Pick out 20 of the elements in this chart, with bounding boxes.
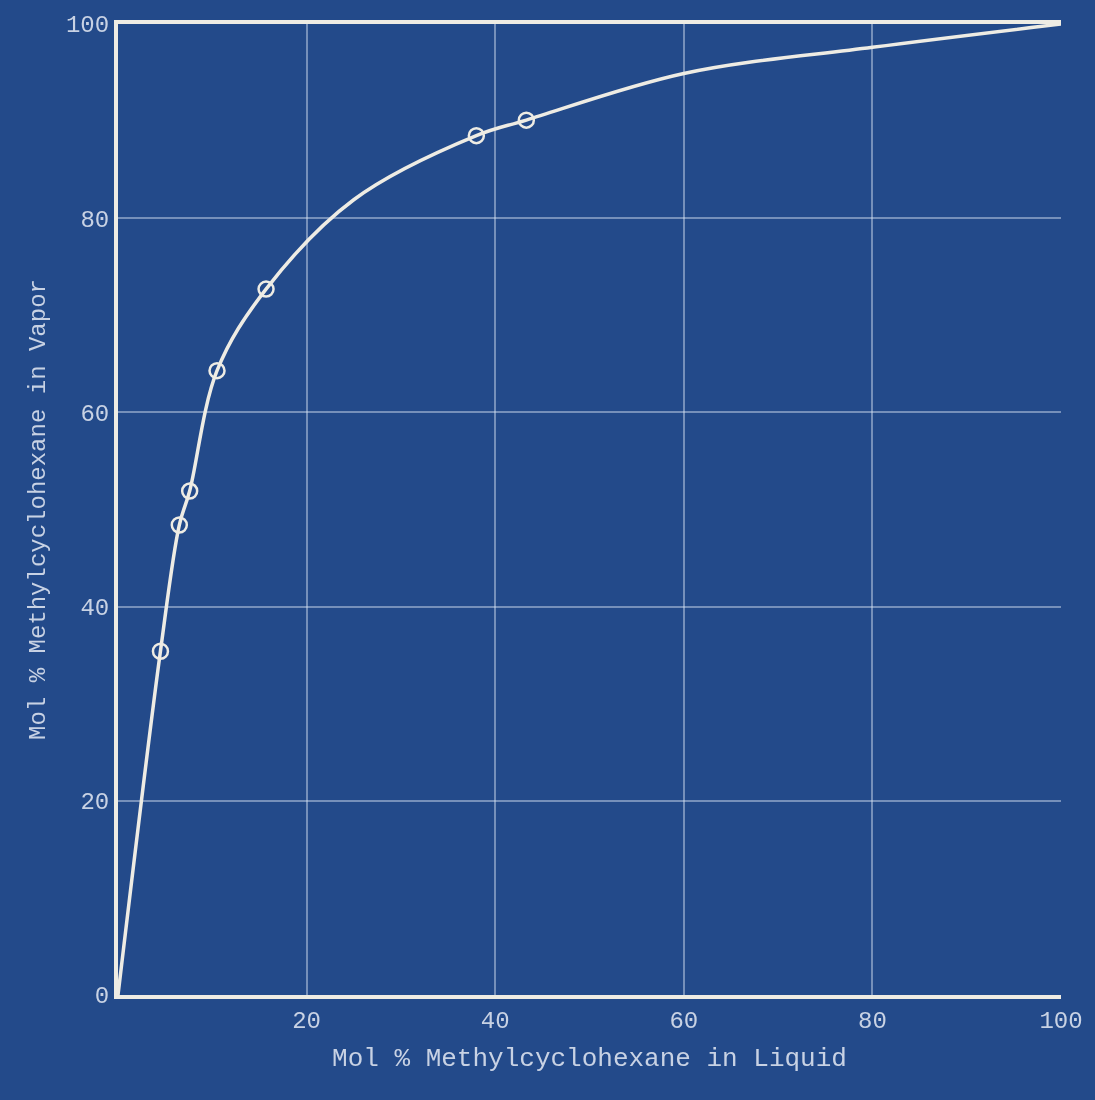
point xyxy=(151,642,170,661)
point xyxy=(208,361,226,380)
y-tick-label: 40 xyxy=(80,595,110,622)
point xyxy=(257,280,275,298)
point xyxy=(517,111,536,129)
x-tick-label: 40 xyxy=(480,1007,510,1035)
x-tick-label: 80 xyxy=(857,1007,887,1035)
y-axis-title: Mol % Methylcyclohexane in Vapor xyxy=(24,279,52,740)
point xyxy=(170,516,189,534)
x-tick-label: 100 xyxy=(1039,1007,1083,1035)
point xyxy=(180,482,199,500)
y-tick-label: 80 xyxy=(80,206,110,234)
x-axis-title: Mol % Methylcyclohexane in Liquid xyxy=(332,1044,847,1074)
y-tick-label: 60 xyxy=(80,400,110,428)
y-tick-label: 100 xyxy=(65,12,110,40)
x-tick-label: 20 xyxy=(292,1007,322,1035)
y-tick-label: 0 xyxy=(94,983,110,1011)
point xyxy=(467,126,486,145)
x-tick-label: 60 xyxy=(669,1007,699,1035)
y-tick-label: 20 xyxy=(80,789,110,817)
